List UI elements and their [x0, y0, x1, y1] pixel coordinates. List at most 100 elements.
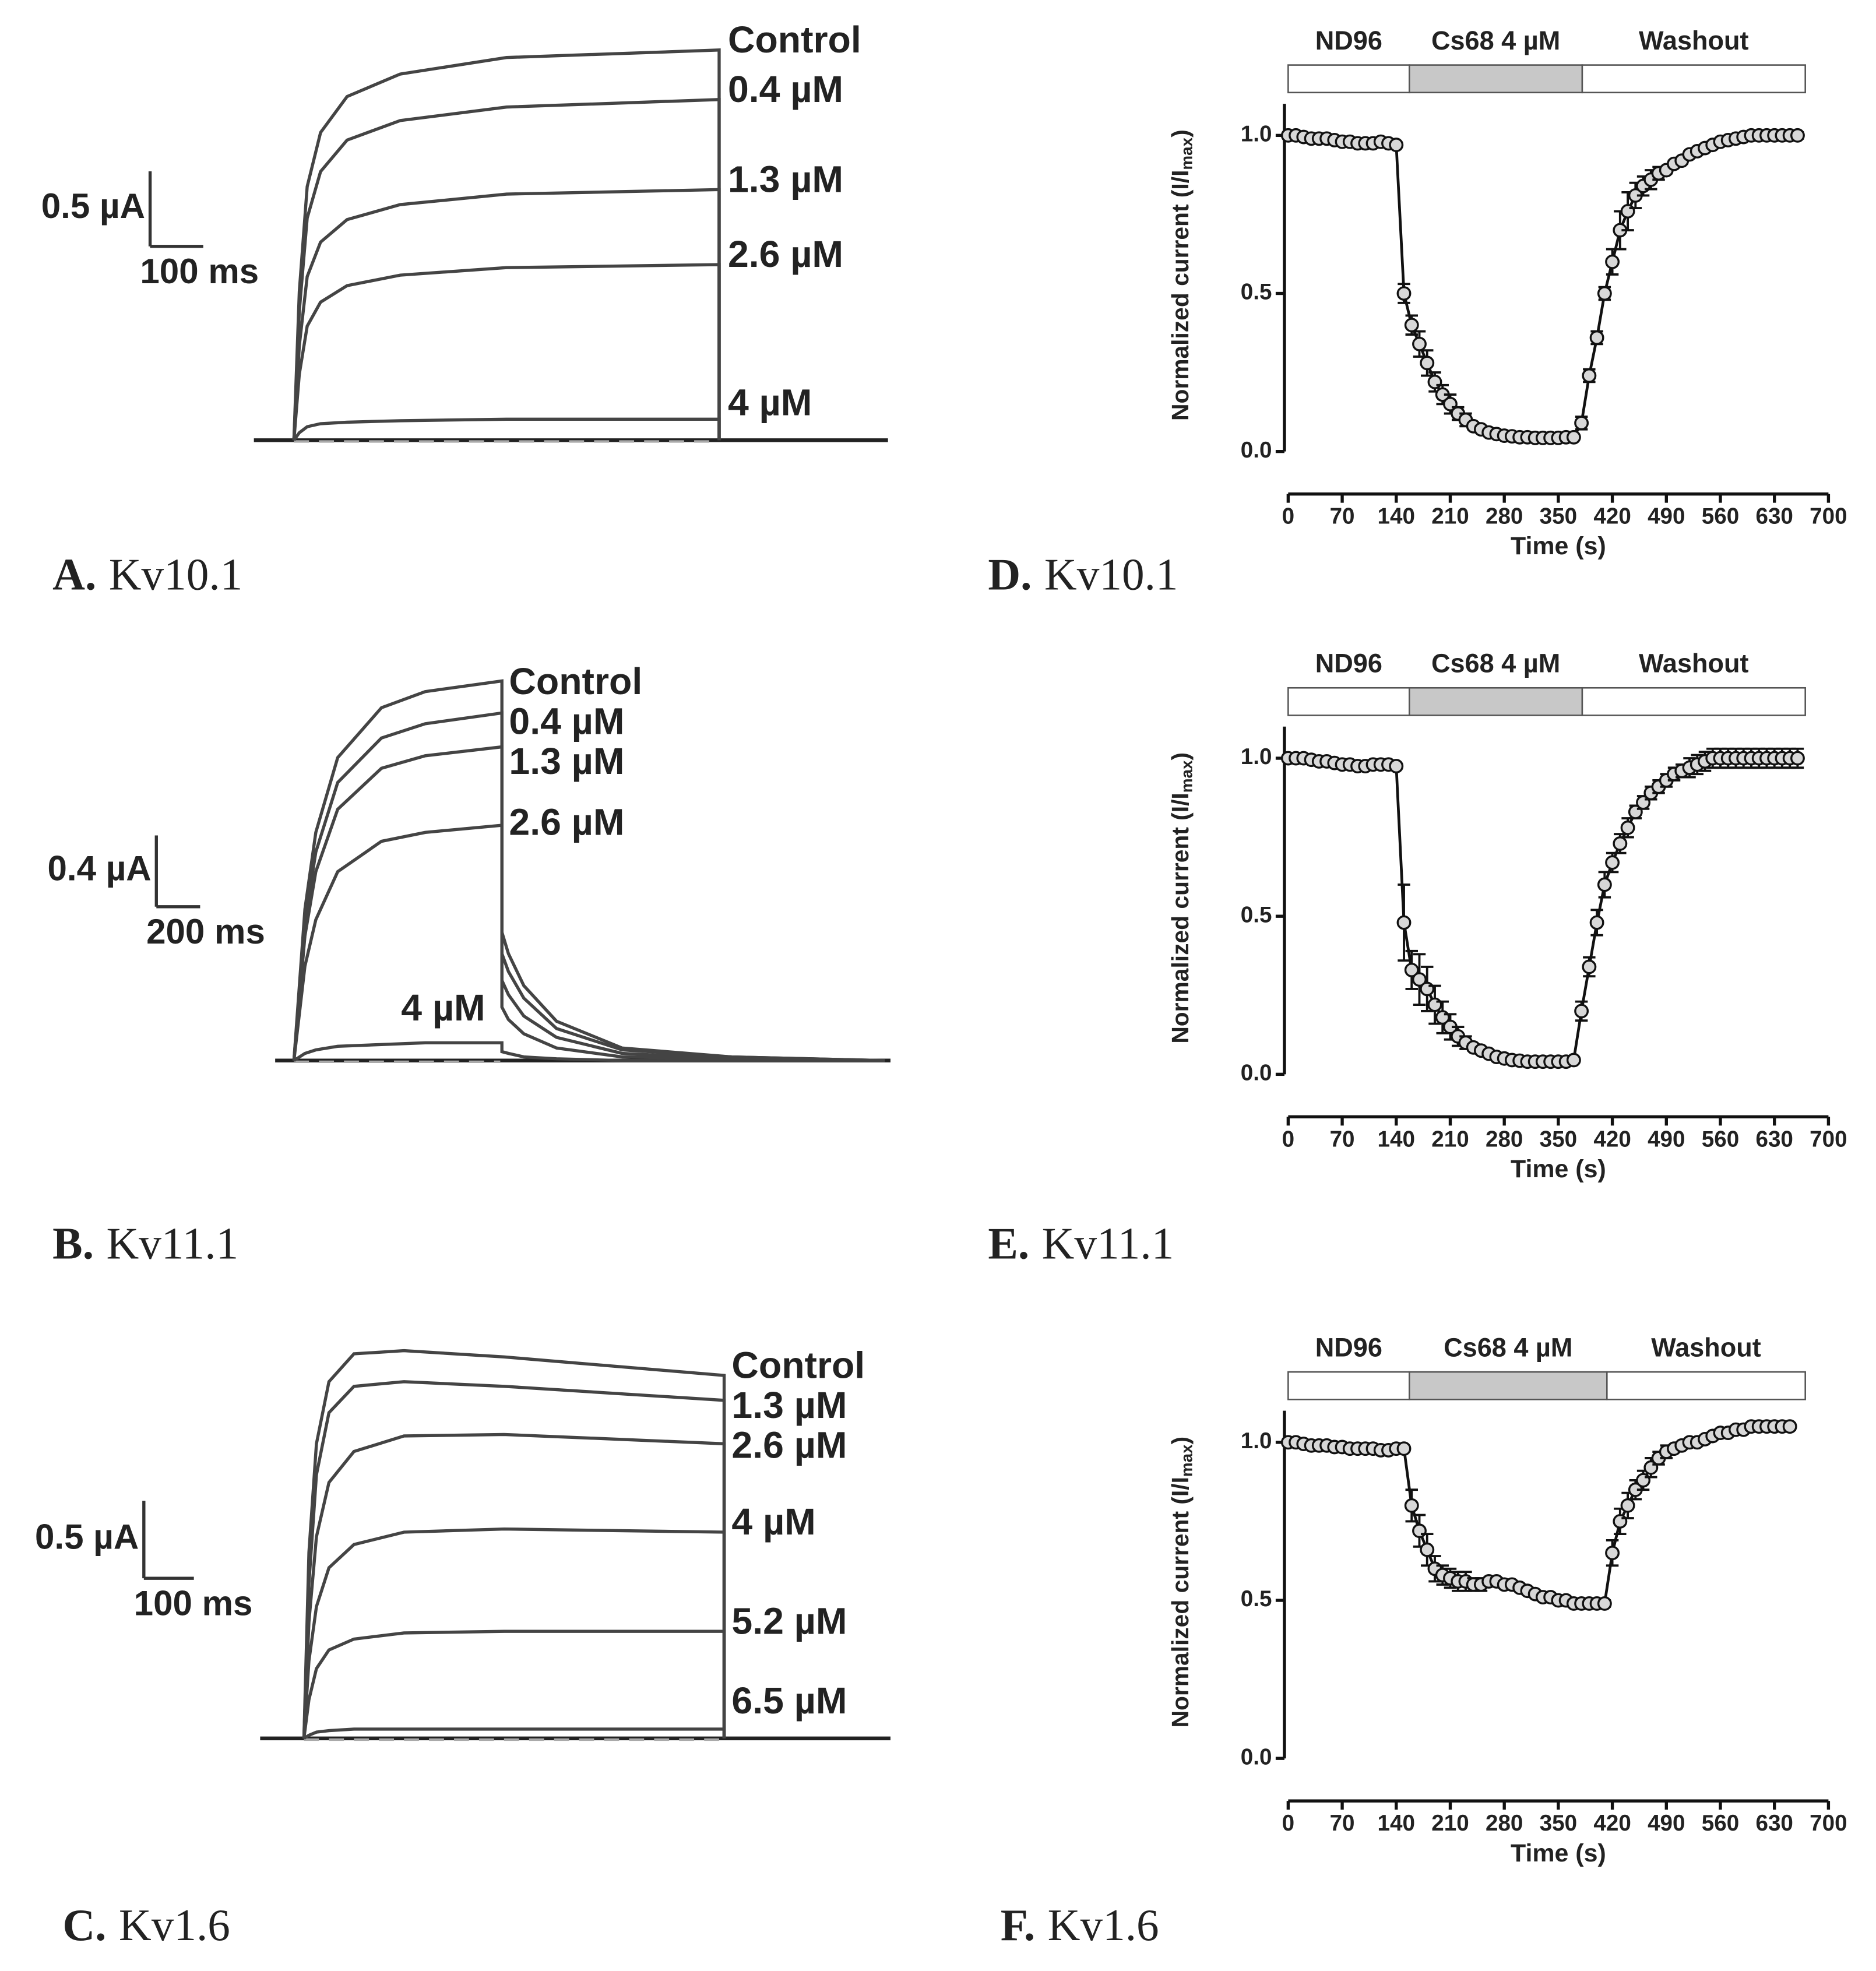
- data-point: [1404, 318, 1419, 333]
- x-tick-label: 350: [1540, 1811, 1577, 1836]
- trace-label: 4 µM: [728, 381, 812, 423]
- data-point: [1582, 368, 1597, 383]
- data-point: [1620, 820, 1635, 835]
- x-tick-label: 630: [1755, 504, 1793, 529]
- y-tick-label: 0.5: [1241, 902, 1272, 927]
- data-point: [1420, 981, 1435, 997]
- x-tick-label: 210: [1431, 1127, 1469, 1152]
- data-point: [1396, 1441, 1412, 1456]
- x-tick-label: 700: [1810, 1811, 1847, 1836]
- panel-title: Kv10.1: [1044, 549, 1178, 599]
- trace: [292, 823, 885, 1062]
- condition-label: Washout: [1639, 26, 1749, 55]
- x-tick-label: 210: [1431, 1811, 1469, 1836]
- x-tick-label: 350: [1540, 1127, 1577, 1152]
- data-point: [1396, 915, 1412, 930]
- x-tick-label: 630: [1755, 1811, 1793, 1836]
- data-point: [1613, 1514, 1628, 1529]
- condition-label: Washout: [1639, 649, 1749, 678]
- data-point: [1389, 759, 1404, 774]
- trace: [292, 48, 721, 441]
- x-tick-label: 490: [1648, 504, 1685, 529]
- x-tick-label: 280: [1486, 504, 1523, 529]
- panel-label: C. Kv1.6: [62, 1900, 230, 1950]
- data-point: [1396, 286, 1412, 301]
- panel-letter: C.: [62, 1900, 106, 1950]
- y-tick-label: 0.0: [1241, 1744, 1272, 1769]
- condition-label: Cs68 4 µM: [1431, 26, 1560, 55]
- x-tick-label: 70: [1330, 504, 1355, 529]
- condition-label: ND96: [1315, 1332, 1382, 1362]
- data-point: [1620, 204, 1635, 219]
- data-point: [1620, 1498, 1635, 1513]
- data-point: [1597, 286, 1612, 301]
- panel-title: Kv11.1: [1042, 1218, 1174, 1268]
- condition-bar: [1408, 1371, 1608, 1400]
- data-point: [1412, 1523, 1427, 1539]
- panel-label: A. Kv10.1: [52, 549, 242, 599]
- data-point: [1420, 356, 1435, 371]
- x-tick-label: 490: [1648, 1127, 1685, 1152]
- panel-letter: E.: [988, 1218, 1029, 1268]
- y-axis-title-main: Normalized current (I/I: [1167, 793, 1194, 1043]
- data-point: [1597, 877, 1612, 892]
- data-point: [1605, 254, 1620, 269]
- condition-bar: [1287, 64, 1410, 94]
- scale-bar-x-label: 100 ms: [140, 252, 259, 291]
- x-tick-label: 420: [1593, 1811, 1631, 1836]
- data-point: [1566, 430, 1581, 445]
- y-axis-title-main: Normalized current (I/I: [1167, 170, 1194, 421]
- panel-title: Kv10.1: [109, 549, 243, 599]
- panel-letter: F.: [1001, 1900, 1035, 1950]
- y-tick-label: 0.5: [1241, 280, 1272, 305]
- trace: [293, 417, 721, 441]
- panel-label: B. Kv11.1: [52, 1218, 238, 1268]
- condition-bar: [1287, 1371, 1410, 1400]
- data-point: [1427, 374, 1442, 389]
- scale-bar-y-label: 0.5 µA: [41, 186, 145, 226]
- x-axis-title: Time (s): [1511, 532, 1606, 560]
- data-point: [1589, 330, 1604, 345]
- y-axis-title: Normalized current (I/Imax): [1167, 752, 1196, 1044]
- data-line: [1288, 134, 1798, 439]
- data-point: [1782, 1419, 1797, 1434]
- scale-bar-y-label: 0.5 µA: [35, 1518, 139, 1557]
- y-tick-label: 0.5: [1241, 1586, 1272, 1611]
- data-point: [1574, 416, 1589, 431]
- y-tick-label: 1.0: [1241, 1428, 1272, 1453]
- y-axis-title-main: Normalized current (I/I: [1167, 1477, 1194, 1727]
- x-tick-label: 700: [1810, 1127, 1847, 1152]
- y-axis-title-end: ): [1167, 129, 1194, 138]
- y-axis-title-sub: max: [1178, 1444, 1196, 1477]
- scale-bar-y-label: 0.4 µA: [47, 849, 151, 888]
- trace-label: 0.4 µM: [728, 68, 843, 110]
- trace: [302, 1527, 726, 1739]
- data-point: [1427, 997, 1442, 1012]
- trace: [302, 1629, 726, 1739]
- panel-title: Kv1.6: [119, 1900, 230, 1950]
- data-point: [1597, 1596, 1612, 1611]
- trace-label: 2.6 µM: [509, 801, 624, 843]
- data-point: [1605, 1546, 1620, 1561]
- y-tick-label: 0.0: [1241, 438, 1272, 463]
- trace: [292, 745, 885, 1062]
- trace-label: 1.3 µM: [731, 1384, 847, 1426]
- condition-label: Cs68 4 µM: [1431, 649, 1560, 678]
- y-axis-title-end: ): [1167, 1437, 1194, 1445]
- x-tick-label: 0: [1282, 504, 1294, 529]
- condition-label: ND96: [1315, 26, 1382, 55]
- panel-label: F. Kv1.6: [1001, 1900, 1159, 1950]
- data-point: [1636, 1473, 1651, 1488]
- trace-label: 4 µM: [731, 1501, 815, 1543]
- data-point: [1574, 1004, 1589, 1019]
- x-tick-label: 140: [1378, 1127, 1415, 1152]
- y-axis-title: Normalized current (I/Imax): [1167, 1437, 1196, 1728]
- trace: [293, 1041, 885, 1062]
- x-tick-label: 280: [1486, 1127, 1523, 1152]
- data-point: [1404, 1498, 1419, 1513]
- condition-label: Cs68 4 µM: [1444, 1332, 1572, 1362]
- condition-bar: [1606, 1371, 1806, 1400]
- data-point: [1605, 855, 1620, 870]
